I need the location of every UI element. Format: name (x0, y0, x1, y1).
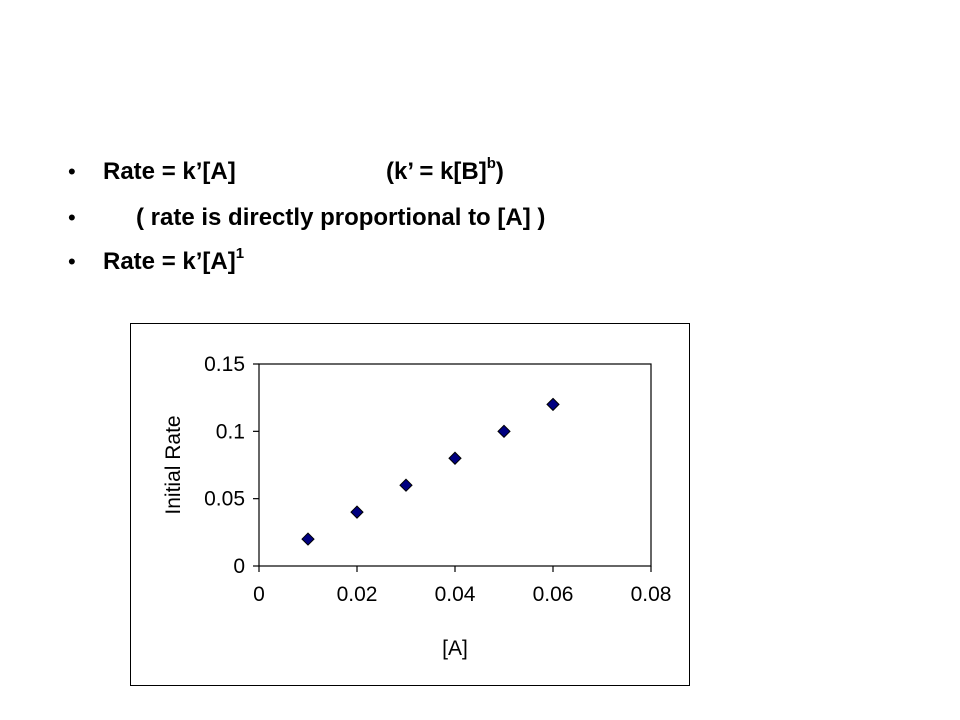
x-tick-label: 0.04 (435, 583, 476, 606)
k-prime-definition: (k’ = k[B]b) (386, 152, 504, 192)
rate-equation-text: Rate = k’[A] (103, 158, 236, 185)
first-order-text: Rate = k’[A]1 (103, 242, 244, 282)
x-axis-ticks: 0 0.02 0.04 0.06 0.08 (253, 566, 671, 606)
proportional-text: ( rate is directly proportional to [A] ) (136, 204, 546, 231)
y-axis-ticks: 0 0.05 0.1 0.15 (204, 353, 259, 578)
x-tick-label: 0 (253, 583, 265, 606)
x-tick-label: 0.08 (631, 583, 672, 606)
y-tick-label: 0 (233, 555, 245, 578)
data-point (350, 505, 364, 519)
data-points (301, 397, 560, 546)
y-tick-label: 0.1 (216, 420, 245, 443)
x-axis-label: [A] (442, 637, 468, 660)
k-prime-definition-text: (k’ = k[B] (386, 158, 487, 185)
y-tick-label: 0.15 (204, 353, 245, 376)
exponent-one: 1 (235, 245, 245, 262)
bullet-marker: • (68, 205, 76, 230)
x-tick-label: 0.06 (533, 583, 574, 606)
data-point (448, 451, 462, 465)
data-point (301, 532, 315, 546)
y-axis-label: Initial Rate (162, 415, 185, 514)
y-tick-label: 0.05 (204, 488, 245, 511)
first-order-equation: Rate = k’[A] (103, 248, 236, 275)
bullet-marker: • (68, 249, 76, 274)
data-point (497, 424, 511, 439)
data-point (546, 397, 560, 412)
bullet-marker: • (68, 159, 76, 184)
exponent-b: b (486, 155, 496, 172)
x-tick-label: 0.02 (337, 583, 378, 606)
plot-area (258, 363, 652, 567)
data-point (399, 478, 413, 492)
chart-frame (130, 323, 690, 686)
k-prime-definition-close: ) (495, 158, 504, 185)
